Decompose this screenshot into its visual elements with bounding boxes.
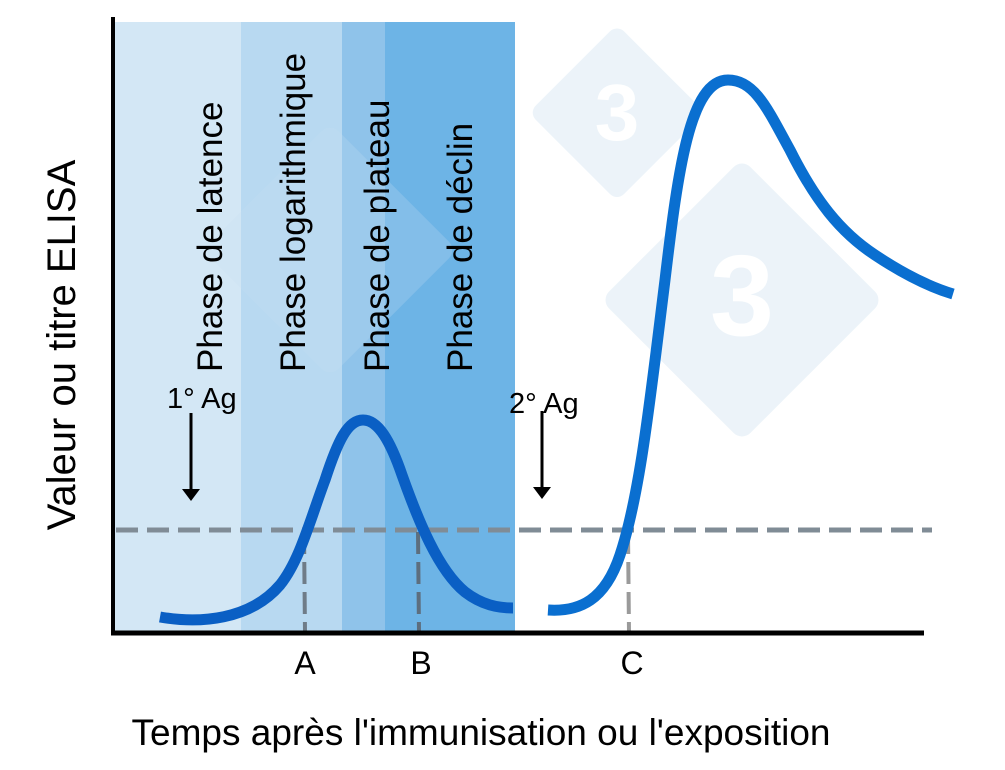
marker-label-a: A	[294, 645, 316, 681]
phase-label-declin: Phase de déclin	[441, 123, 480, 372]
phase-label-plateau: Phase de plateau	[358, 100, 397, 372]
watermark-digit: 3	[710, 232, 774, 360]
marker-label-b: B	[410, 645, 431, 681]
marker-line-b	[416, 531, 421, 634]
watermark-digit: 3	[595, 68, 640, 157]
phase-label-latence: Phase de latence	[191, 102, 230, 372]
primary-antigen-arrow	[182, 413, 200, 501]
marker-line-c	[626, 531, 631, 634]
primary-antigen-label: 1° Ag	[167, 383, 237, 415]
primary-response-curve	[159, 414, 514, 626]
secondary-antigen-arrow	[533, 411, 551, 499]
y-axis-title: Valeur ou titre ELISA	[40, 159, 84, 530]
phase-label-logarithmique: Phase logarithmique	[274, 53, 313, 372]
secondary-response-curve	[547, 74, 955, 616]
marker-label-c: C	[620, 645, 643, 681]
watermark-logo: 3 3	[207, 28, 879, 437]
secondary-antigen-label: 2° Ag	[509, 388, 579, 420]
x-axis-title: Temps après l'immunisation ou l'expositi…	[132, 712, 831, 753]
